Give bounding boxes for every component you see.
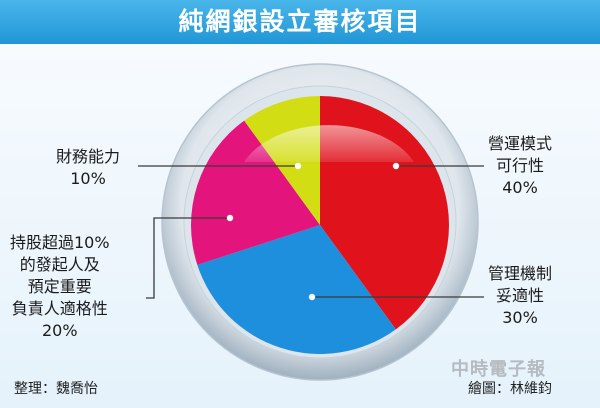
label-business-model-line-1: 營運模式 (488, 134, 553, 153)
pie-gloss (244, 125, 414, 162)
label-shareholders-line-2: 的發起人及 (19, 255, 100, 274)
label-shareholders-value: 20% (42, 321, 78, 340)
compiler-credit: 整理：魏喬怡 (14, 381, 98, 397)
label-shareholders-line-1: 持股超過10% (10, 233, 110, 252)
watermark-logo: 中時電子報 (451, 359, 546, 380)
leader-management-dot (308, 293, 316, 301)
label-management-line-1: 管理機制 (488, 264, 553, 283)
chart-title: 純網銀設立審核項目 (178, 7, 422, 36)
leader-business-model-dot (392, 162, 400, 170)
label-business-model-line-2: 可行性 (496, 156, 545, 175)
illustrator-credit: 繪圖：林維鈞 (468, 381, 552, 397)
label-business-model-value: 40% (502, 178, 538, 197)
slice-management (197, 225, 396, 354)
slice-shareholders (190, 120, 320, 265)
label-management: 管理機制 妥適性 30% (488, 263, 552, 329)
leader-shareholders-dot (226, 214, 234, 222)
leader-financial-dot (294, 162, 302, 170)
label-financial-value: 10% (70, 169, 106, 188)
title-bar (0, 0, 600, 44)
label-shareholders-line-3: 預定重要 (27, 277, 92, 296)
label-shareholders: 持股超過10% 的發起人及 預定重要 負責人適格性 20% (10, 232, 110, 342)
leader-shareholders (146, 217, 230, 299)
label-shareholders-line-4: 負責人適格性 (11, 299, 108, 318)
label-management-value: 30% (502, 308, 538, 327)
label-management-line-2: 妥適性 (496, 286, 545, 305)
label-financial-line-1: 財務能力 (56, 147, 121, 166)
label-financial: 財務能力 10% (56, 146, 120, 190)
label-business-model: 營運模式 可行性 40% (488, 133, 552, 199)
